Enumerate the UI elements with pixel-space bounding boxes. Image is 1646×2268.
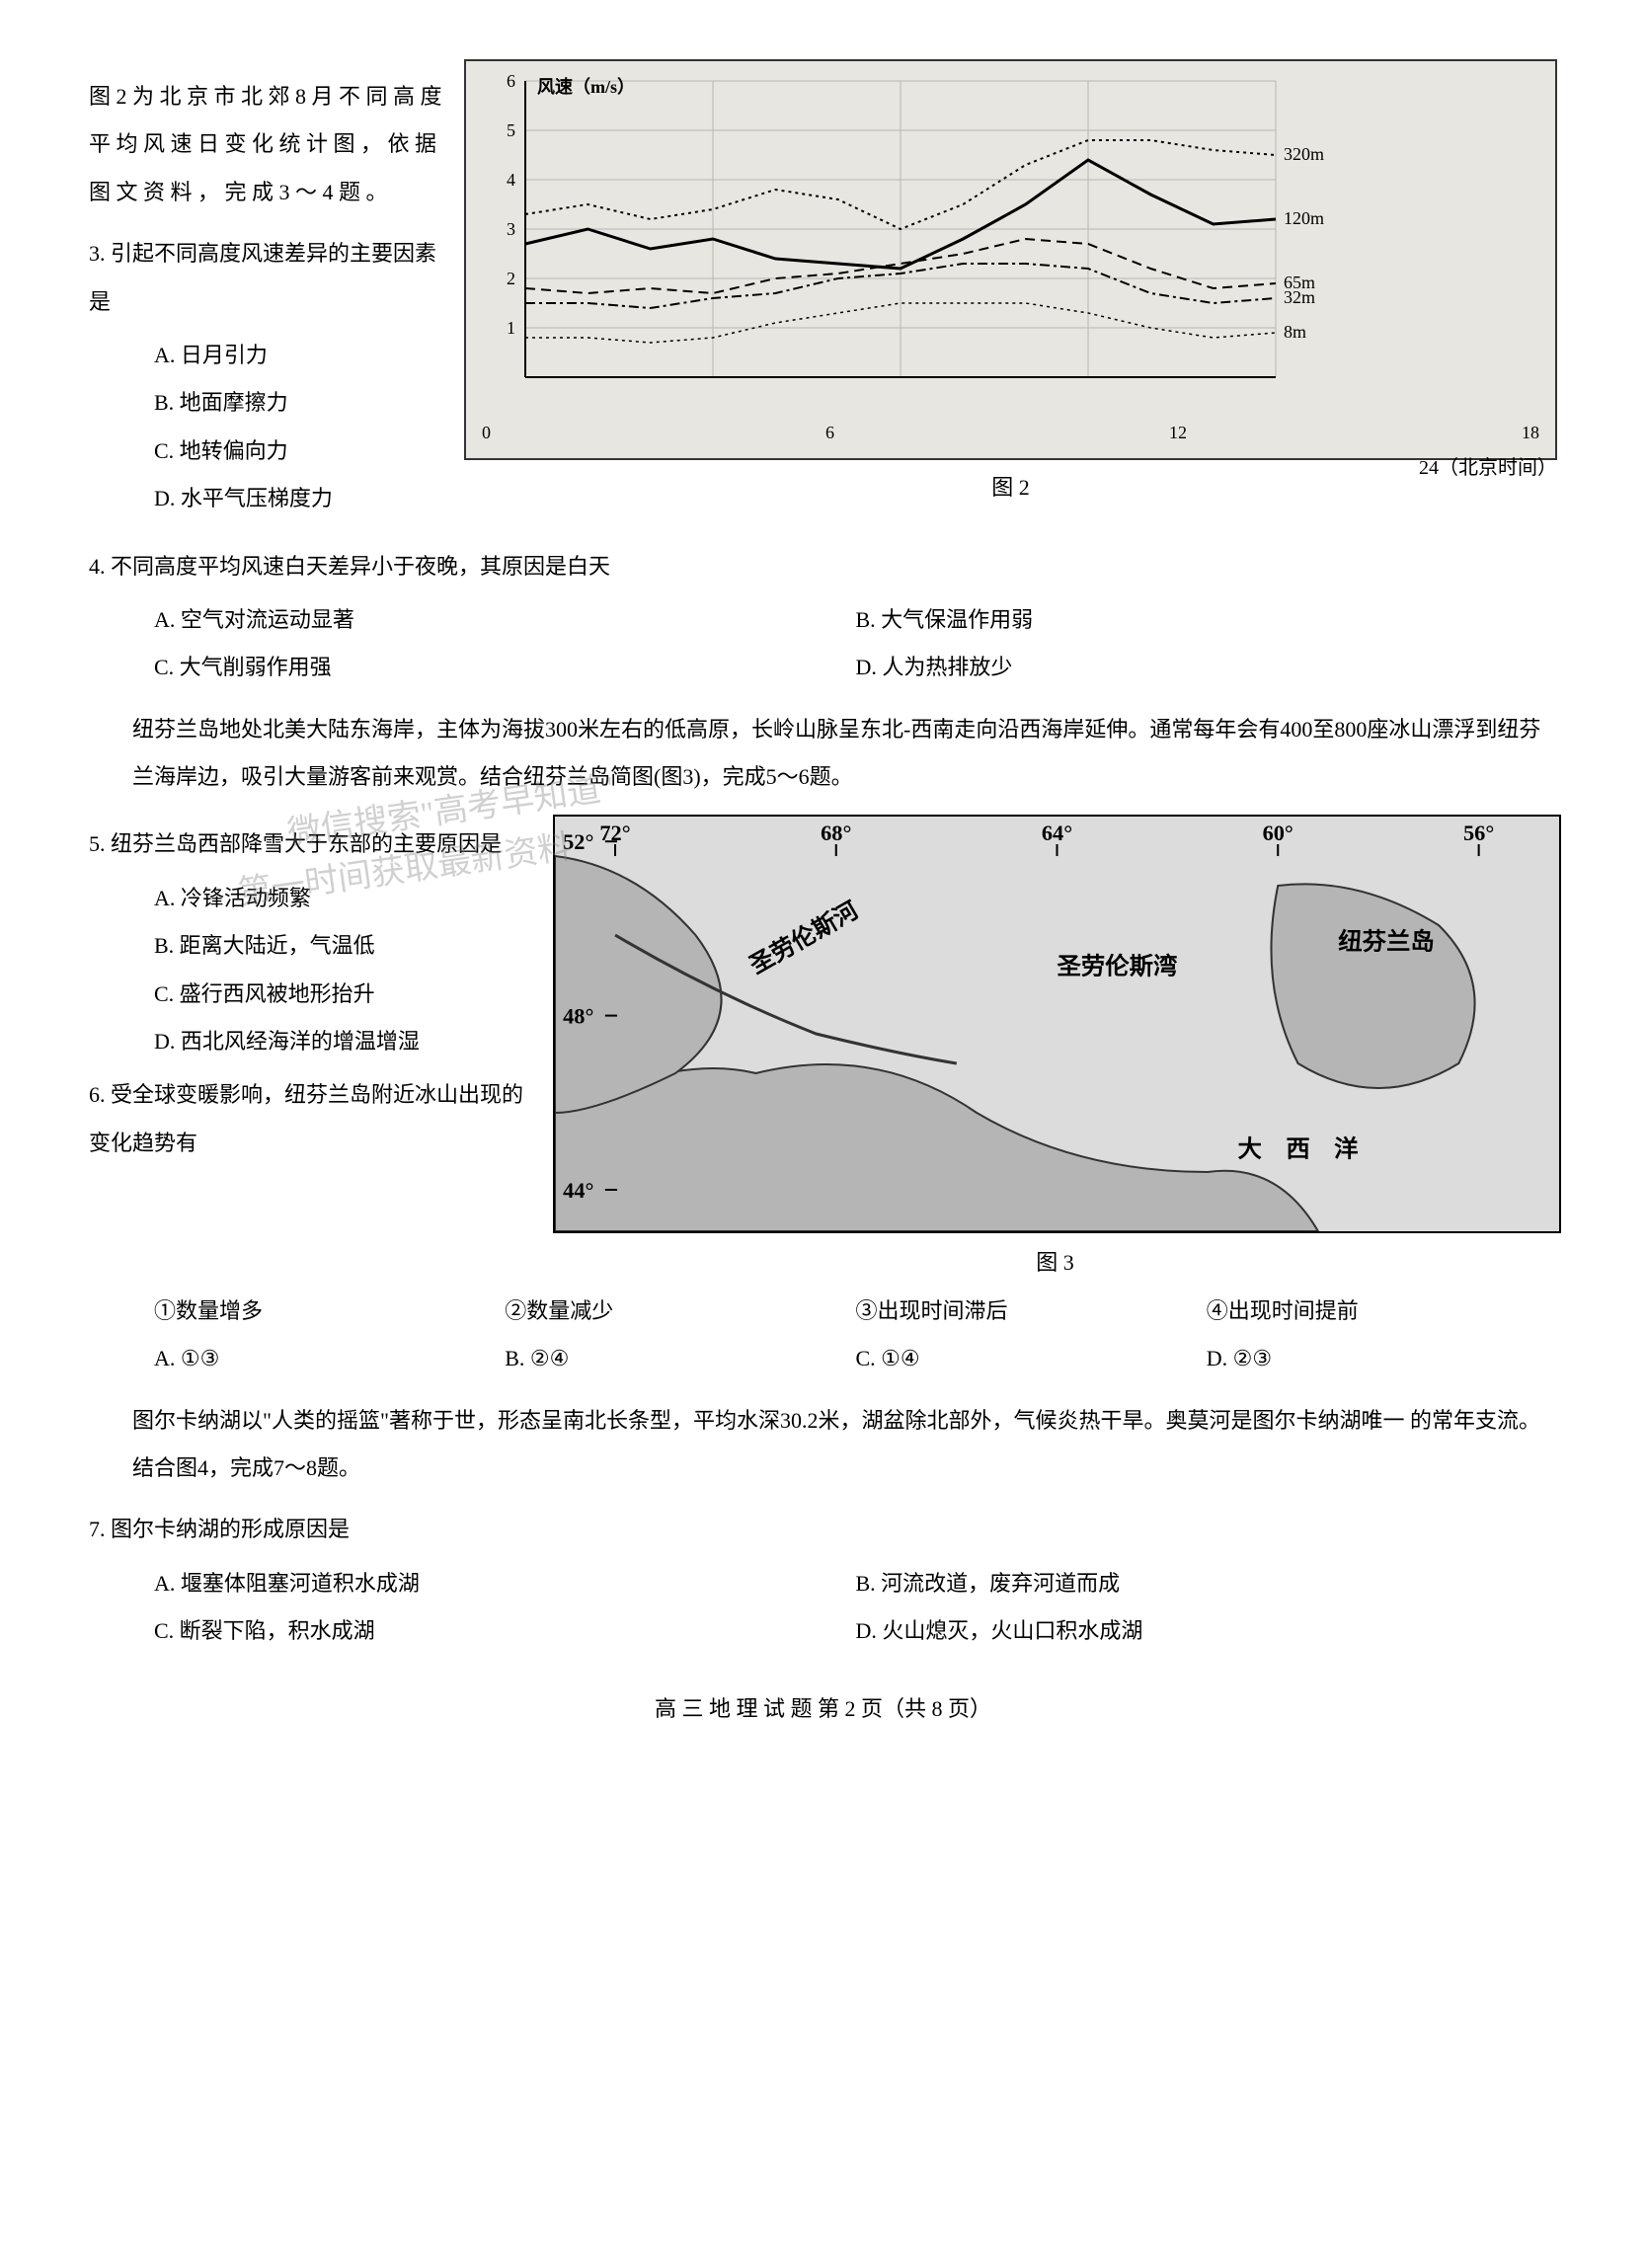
q3-options: A. 日月引力 B. 地面摩擦力 C. 地转偏向力 D. 水平气压梯度力 (89, 332, 444, 523)
svg-text:1: 1 (507, 318, 515, 338)
svg-text:44°: 44° (563, 1179, 593, 1204)
q4-options-row2: C. 大气削弱作用强 D. 人为热排放少 (89, 644, 1557, 691)
svg-text:4: 4 (507, 170, 515, 190)
chart2-xaxis-ticks: 061218 (476, 414, 1545, 453)
passage3: 图尔卡纳湖以"人类的摇篮"著称于世，形态呈南北长条型，平均水深30.2米，湖盆除… (89, 1397, 1557, 1493)
intro-section: 图 2 为 北 京 市 北 郊 8 月 不 同 高 度 平 均 风 速 日 变 … (89, 59, 1557, 523)
svg-text:48°: 48° (563, 1004, 593, 1029)
q6-option-c: C. ①④ (856, 1335, 1207, 1382)
q5-options: A. 冷锋活动频繁 B. 距离大陆近，气温低 C. 盛行西风被地形抬升 D. 西… (89, 875, 533, 1066)
q5-q6-left: 5. 纽芬兰岛西部降雪大于东部的主要原因是 A. 冷锋活动频繁 B. 距离大陆近… (89, 815, 533, 1287)
q7-options-row1: A. 堰塞体阻塞河道积水成湖 B. 河流改道，废弃河道而成 (89, 1560, 1557, 1607)
svg-text:68°: 68° (821, 821, 851, 846)
q3-option-d: D. 水平气压梯度力 (154, 475, 444, 522)
q7-option-b: B. 河流改道，废弃河道而成 (856, 1560, 1558, 1607)
q7-stem: 7. 图尔卡纳湖的形成原因是 (89, 1506, 1557, 1553)
q6-item-4: ④出现时间提前 (1207, 1288, 1557, 1335)
svg-text:60°: 60° (1263, 821, 1293, 846)
svg-text:320m: 320m (1284, 144, 1324, 164)
svg-text:8m: 8m (1284, 322, 1306, 342)
q7-option-d: D. 火山熄灭，火山口积水成湖 (856, 1607, 1558, 1655)
q7-option-c: C. 断裂下陷，积水成湖 (154, 1607, 856, 1655)
q6-item-3: ③出现时间滞后 (856, 1288, 1207, 1335)
map3-box: 72°68°64°60°56°52°48°44°圣劳伦斯河圣劳伦斯湾纽芬兰岛大 … (553, 815, 1561, 1233)
q3-stem: 3. 引起不同高度风速差异的主要因素是 (89, 230, 444, 326)
q7-options-row2: C. 断裂下陷，积水成湖 D. 火山熄灭，火山口积水成湖 (89, 1607, 1557, 1655)
q6-option-b: B. ②④ (505, 1335, 855, 1382)
svg-text:120m: 120m (1284, 208, 1324, 228)
svg-text:3: 3 (507, 219, 515, 239)
chart2-box: 123456风速（m/s）320m120m65m32m8m 061218 (464, 59, 1557, 460)
q5-option-d: D. 西北风经海洋的增温增湿 (154, 1018, 533, 1065)
svg-text:风速（m/s）: 风速（m/s） (537, 76, 635, 97)
q5-option-a: A. 冷锋活动频繁 (154, 875, 533, 922)
q6-item-2: ②数量减少 (505, 1288, 855, 1335)
chart2-xaxis-note: 24（北京时间） (1419, 446, 1557, 490)
svg-text:纽芬兰岛: 纽芬兰岛 (1338, 928, 1435, 956)
q4-option-b: B. 大气保温作用弱 (856, 596, 1558, 644)
svg-text:52°: 52° (563, 830, 593, 855)
svg-text:5: 5 (507, 120, 515, 140)
q6-items: ①数量增多 ②数量减少 ③出现时间滞后 ④出现时间提前 (89, 1288, 1557, 1335)
page-footer: 高 三 地 理 试 题 第 2 页（共 8 页） (89, 1685, 1557, 1733)
q4-option-a: A. 空气对流运动显著 (154, 596, 856, 644)
svg-text:大 西 洋: 大 西 洋 (1238, 1135, 1359, 1163)
q6-option-a: A. ①③ (154, 1335, 505, 1382)
q6-item-1: ①数量增多 (154, 1288, 505, 1335)
map3-caption: 图 3 (553, 1239, 1557, 1287)
q6-options: A. ①③ B. ②④ C. ①④ D. ②③ (89, 1335, 1557, 1382)
map3-svg: 72°68°64°60°56°52°48°44°圣劳伦斯河圣劳伦斯湾纽芬兰岛大 … (555, 817, 1559, 1231)
svg-text:圣劳伦斯湾: 圣劳伦斯湾 (1058, 953, 1178, 980)
q4-options: A. 空气对流运动显著 B. 大气保温作用弱 (89, 596, 1557, 644)
q5-stem: 5. 纽芬兰岛西部降雪大于东部的主要原因是 (89, 821, 533, 868)
svg-text:2: 2 (507, 269, 515, 288)
q4-option-d: D. 人为热排放少 (856, 644, 1558, 691)
q6-stem: 6. 受全球变暖影响，纽芬兰岛附近冰山出现的变化趋势有 (89, 1071, 533, 1167)
intro-left-column: 图 2 为 北 京 市 北 郊 8 月 不 同 高 度 平 均 风 速 日 变 … (89, 59, 444, 523)
q3-option-a: A. 日月引力 (154, 332, 444, 379)
q3-option-b: B. 地面摩擦力 (154, 379, 444, 427)
q4-stem: 4. 不同高度平均风速白天差异小于夜晚，其原因是白天 (89, 543, 1557, 590)
q3-option-c: C. 地转偏向力 (154, 428, 444, 475)
passage2: 纽芬兰岛地处北美大陆东海岸，主体为海拔300米左右的低高原，长岭山脉呈东北-西南… (89, 706, 1557, 802)
q4-option-c: C. 大气削弱作用强 (154, 644, 856, 691)
q5-option-b: B. 距离大陆近，气温低 (154, 922, 533, 970)
q5-q6-map-section: 微信搜索"高考早知道" 第一时间获取最新资料 5. 纽芬兰岛西部降雪大于东部的主… (89, 815, 1557, 1287)
q6-option-d: D. ②③ (1207, 1335, 1557, 1382)
svg-text:64°: 64° (1042, 821, 1072, 846)
svg-text:6: 6 (507, 71, 515, 91)
svg-text:56°: 56° (1463, 821, 1494, 846)
q5-option-c: C. 盛行西风被地形抬升 (154, 971, 533, 1018)
intro-passage: 图 2 为 北 京 市 北 郊 8 月 不 同 高 度 平 均 风 速 日 变 … (89, 73, 444, 216)
svg-text:32m: 32m (1284, 287, 1315, 307)
chart2-caption: 图 2 (464, 464, 1557, 511)
map3-container: 72°68°64°60°56°52°48°44°圣劳伦斯河圣劳伦斯湾纽芬兰岛大 … (553, 815, 1557, 1287)
q7-option-a: A. 堰塞体阻塞河道积水成湖 (154, 1560, 856, 1607)
chart2-container: 123456风速（m/s）320m120m65m32m8m 061218 图 2… (464, 59, 1557, 523)
chart2-svg: 123456风速（m/s）320m120m65m32m8m (476, 71, 1365, 397)
